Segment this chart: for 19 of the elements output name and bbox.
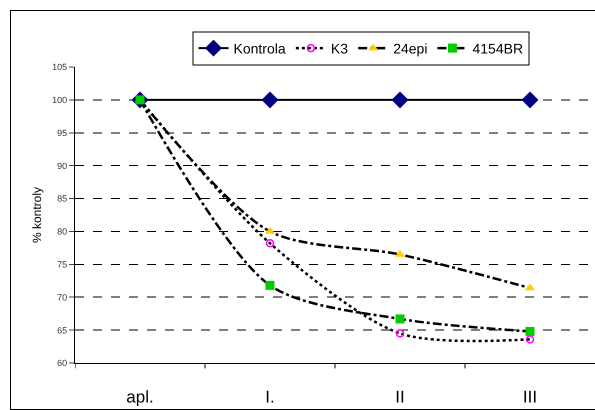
x-tick-label: apl.: [126, 387, 154, 406]
legend-label: 4154BR: [472, 40, 524, 57]
y-tick-label: 85: [57, 194, 68, 204]
y-tick-label: 60: [57, 358, 68, 368]
y-tick-label: 75: [57, 259, 68, 270]
y-tick-label: 100: [52, 95, 68, 106]
y-tick-label: 70: [57, 292, 68, 302]
y-tick-label: 105: [52, 62, 68, 72]
y-tick-label: 95: [57, 128, 68, 138]
y-axis-title: % kontroly: [30, 186, 44, 244]
x-tick-label: III: [522, 387, 538, 406]
legend-label: 24epi: [393, 40, 428, 57]
legend-label: K3: [330, 40, 348, 57]
y-tick-label: 65: [57, 325, 68, 336]
y-tick-label: 90: [57, 160, 68, 171]
legend-label: Kontrola: [234, 40, 286, 57]
x-tick-label: II: [395, 387, 405, 406]
y-tick-label: 80: [57, 226, 68, 237]
x-tick-label: I.: [265, 387, 275, 406]
